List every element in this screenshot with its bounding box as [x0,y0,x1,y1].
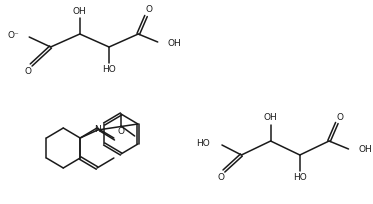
Text: OH: OH [264,113,278,122]
Text: O: O [25,67,32,75]
Text: O⁻: O⁻ [8,31,19,41]
Text: O: O [145,6,153,14]
Text: O: O [336,112,343,122]
Text: HO: HO [293,173,307,183]
Text: OH: OH [167,39,181,48]
Text: OH: OH [73,7,87,16]
Text: N: N [94,124,100,133]
Text: O: O [217,173,225,183]
Text: OH: OH [358,145,372,154]
Text: HO: HO [197,140,210,149]
Text: O: O [117,126,125,135]
Text: HO: HO [102,65,116,74]
